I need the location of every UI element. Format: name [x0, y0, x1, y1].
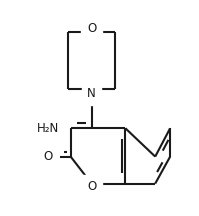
Text: O: O [87, 180, 96, 193]
Text: H₂N: H₂N [37, 122, 59, 135]
Text: O: O [43, 150, 52, 163]
Text: O: O [87, 22, 96, 35]
Text: N: N [87, 87, 96, 100]
